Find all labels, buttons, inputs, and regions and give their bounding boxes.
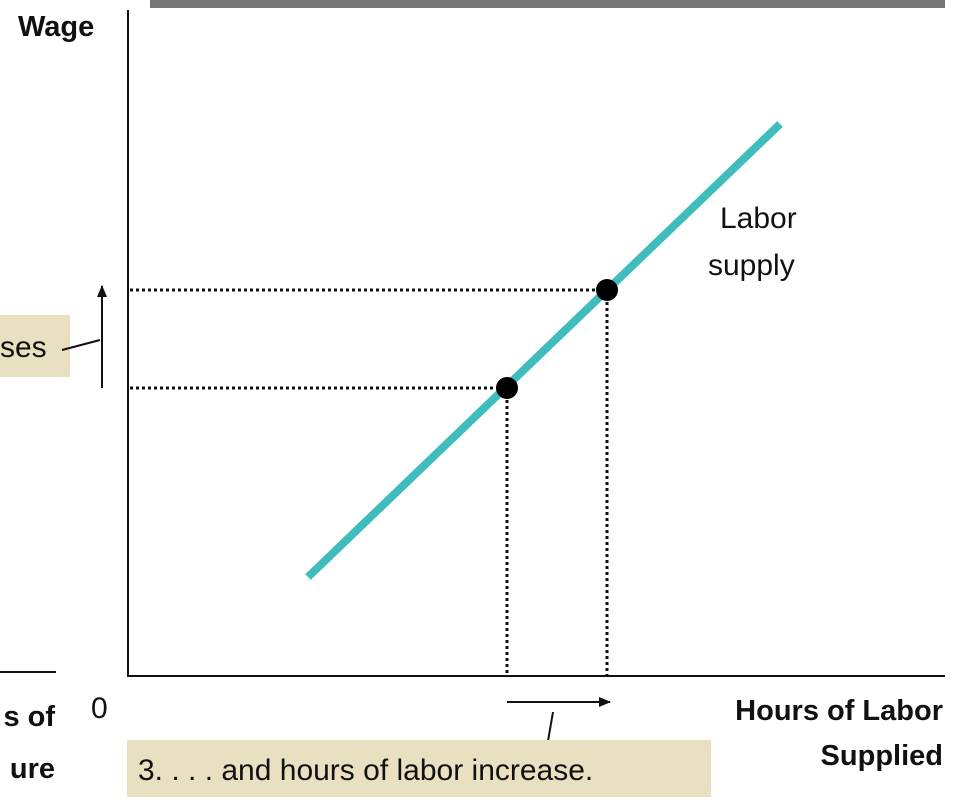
point (596, 279, 618, 301)
curve-label: Labor (720, 202, 797, 235)
leader (547, 711, 554, 742)
x-label: Supplied (821, 740, 943, 772)
origin: 0 (91, 692, 108, 725)
curve-label: supply (708, 249, 795, 282)
y-label: Wage (18, 11, 94, 43)
x-label: Hours of Labor (735, 695, 943, 727)
cropped-label: ure (10, 753, 55, 785)
note-box (127, 740, 711, 797)
supply-curve (305, 121, 783, 580)
cropped-label: s of (3, 701, 55, 733)
point (496, 377, 518, 399)
guides (130, 288, 609, 676)
hours-note: 3. . . . and hours of labor increase. (138, 754, 593, 787)
top-bar (150, 0, 945, 8)
note-box (0, 315, 70, 377)
wage-note: ses (0, 331, 47, 364)
leader (61, 339, 101, 351)
